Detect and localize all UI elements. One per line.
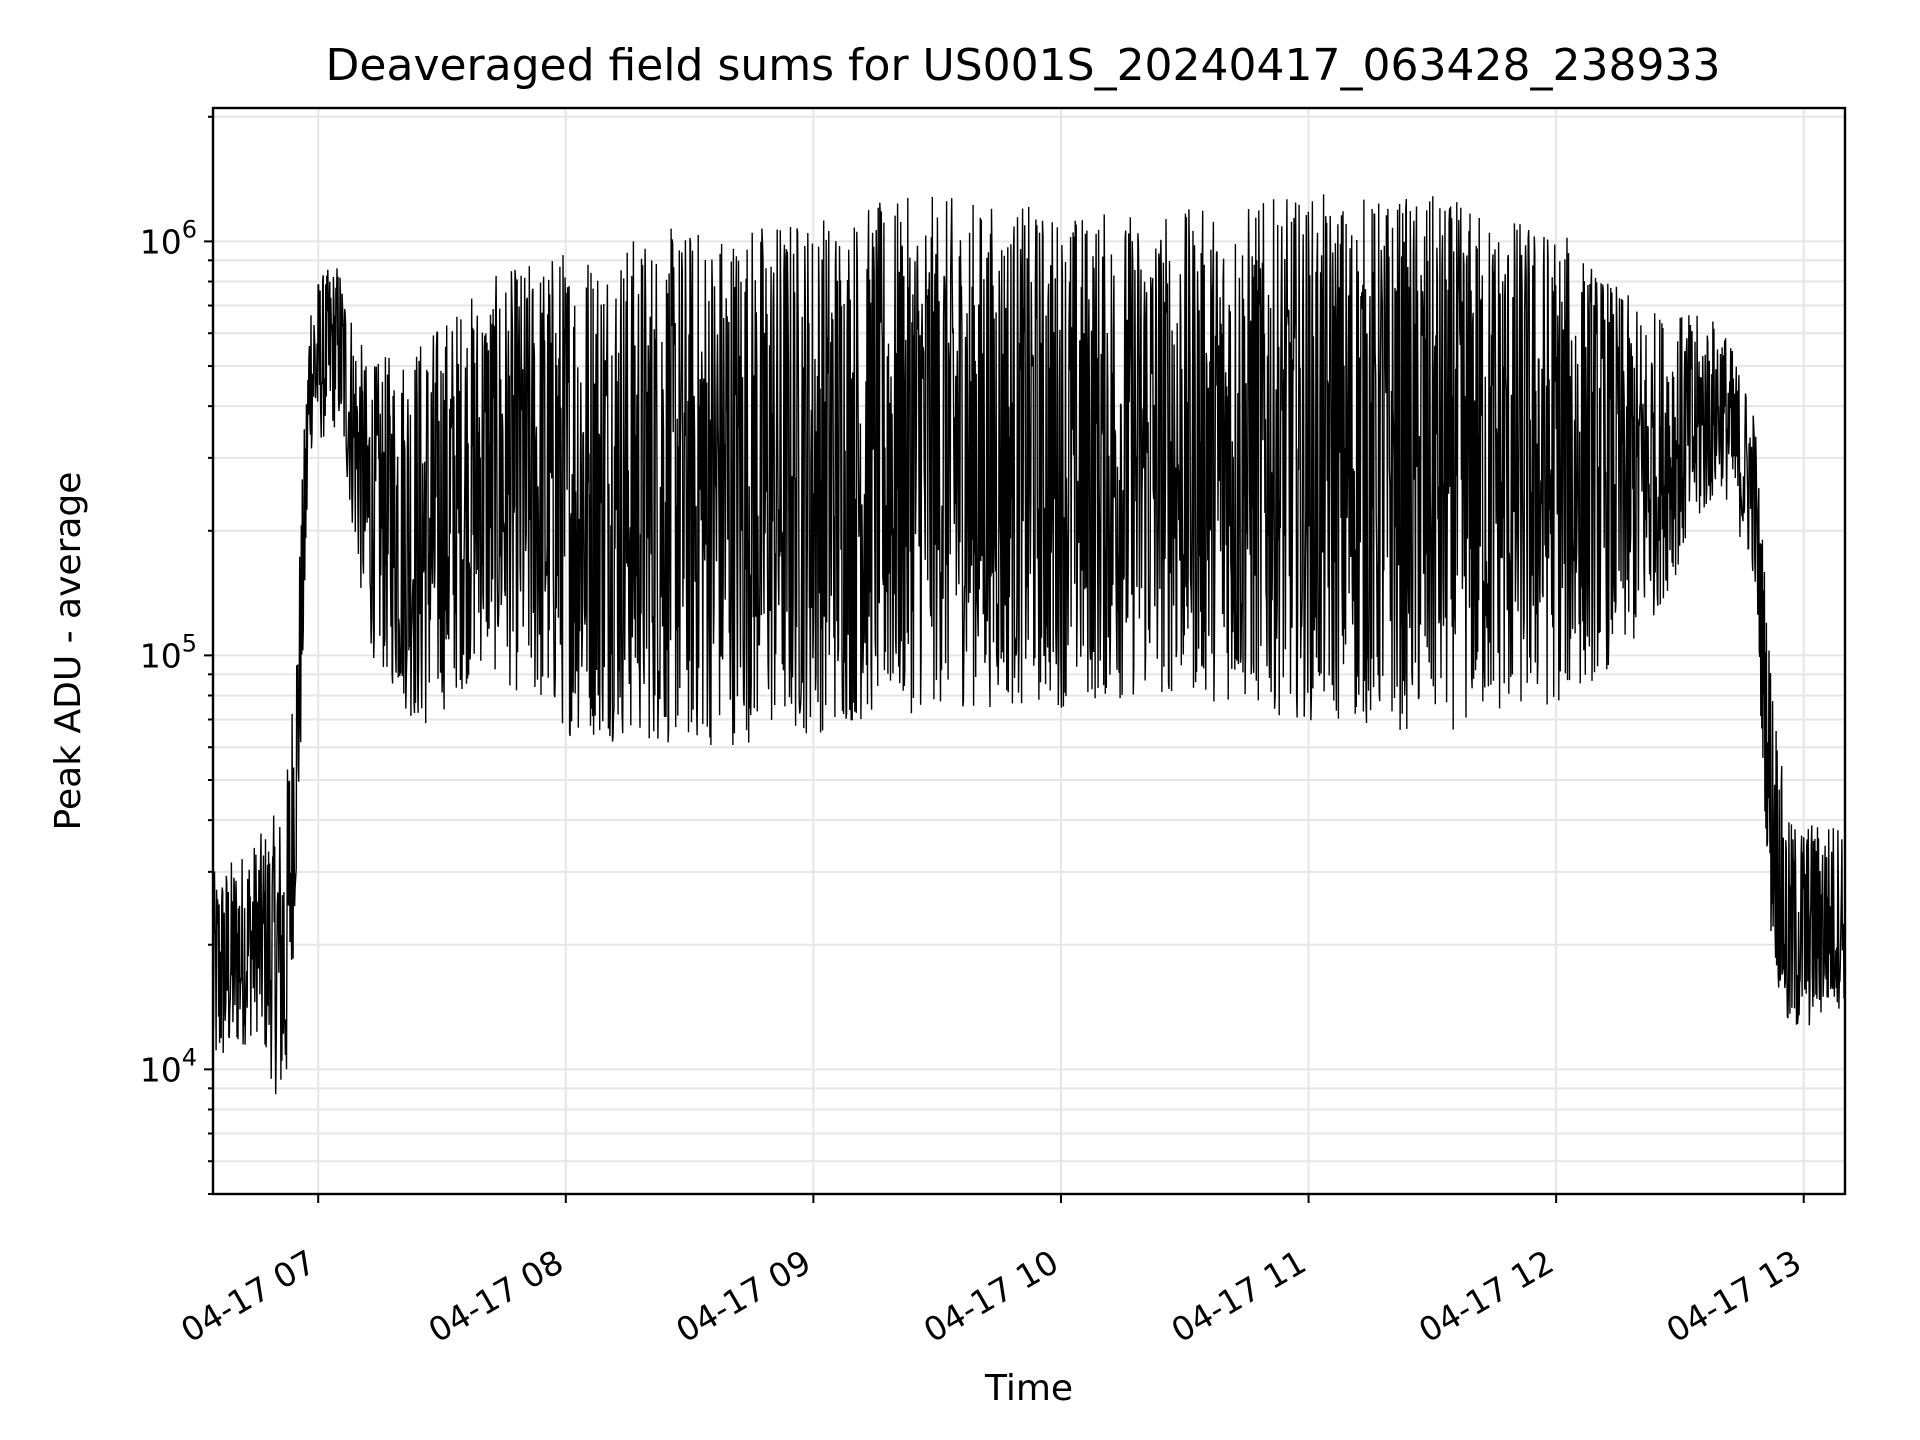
x-axis-label: Time — [984, 1368, 1073, 1409]
series-layer — [212, 194, 1846, 1095]
chart-title: Deaveraged field sums for US001S_2024041… — [326, 40, 1721, 91]
y-axis-label: Peak ADU - average — [48, 472, 89, 831]
x-tick-label: 04-17 09 — [669, 1242, 817, 1350]
x-tick-label: 04-17 12 — [1412, 1242, 1560, 1350]
x-tick-label: 04-17 11 — [1165, 1242, 1313, 1350]
plot-frame — [211, 106, 1847, 1196]
x-tick-label: 04-17 08 — [422, 1242, 570, 1350]
y-tick-label: 106 — [140, 215, 197, 261]
x-tick-label: 04-17 10 — [917, 1242, 1065, 1350]
x-tick-label: 04-17 07 — [174, 1242, 322, 1350]
y-tick-label: 105 — [140, 629, 197, 675]
y-tick-label: 104 — [140, 1043, 197, 1089]
series-line — [212, 194, 1846, 1095]
x-tick-label: 04-17 13 — [1660, 1242, 1808, 1350]
